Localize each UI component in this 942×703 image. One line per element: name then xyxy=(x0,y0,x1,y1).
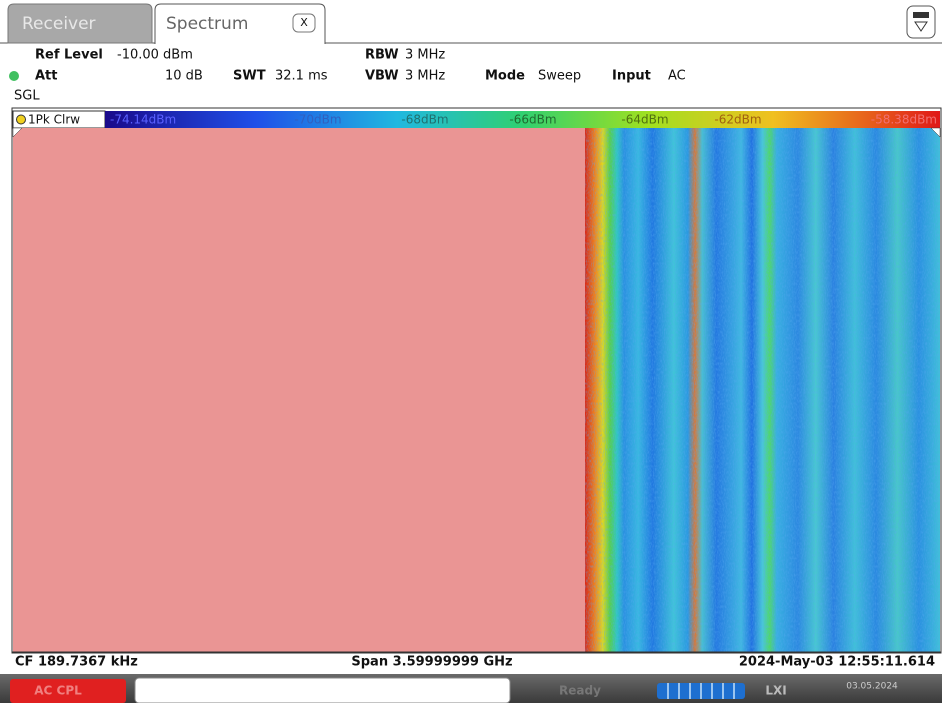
param-label: SWT xyxy=(233,69,266,84)
trace-label: 1Pk Clrw xyxy=(28,113,80,127)
param-label: Input xyxy=(612,69,651,84)
scale-label: -64dBm xyxy=(621,113,668,127)
close-label[interactable]: X xyxy=(300,16,308,29)
timestamp: 2024-May-03 12:55:11.614 xyxy=(739,655,935,670)
scale-label: -66dBm xyxy=(509,113,556,127)
param-label: Ref Level xyxy=(35,48,103,63)
sweep-flag: SGL xyxy=(14,89,40,104)
spectrogram-empty xyxy=(13,128,585,652)
param-label: VBW xyxy=(365,69,399,84)
scale-label: -70dBm xyxy=(294,113,341,127)
scale-label: -74.14dBm xyxy=(110,113,176,127)
center-frequency: CF 189.7367 kHz xyxy=(15,655,138,670)
coupling-label: AC CPL xyxy=(34,684,82,698)
menu-icon xyxy=(913,12,929,18)
scale-label: -58.38dBm xyxy=(871,113,937,127)
param-value: 10 dB xyxy=(165,69,203,84)
span: Span 3.59999999 GHz xyxy=(351,655,512,670)
scale-label: -68dBm xyxy=(401,113,448,127)
status-dot xyxy=(9,71,19,81)
analyzer-screen: Receiver Spectrum X Ref Level -10.00 dBm… xyxy=(0,0,942,703)
param-value: -10.00 dBm xyxy=(117,48,193,63)
param-label: Att xyxy=(35,69,58,84)
tab-label[interactable]: Spectrum xyxy=(166,14,248,34)
param-value: 3 MHz xyxy=(405,69,445,84)
message-box xyxy=(135,678,510,703)
tab-label[interactable]: Receiver xyxy=(22,14,96,34)
lxi-label: LXI xyxy=(765,684,786,698)
status-state: Ready xyxy=(559,684,601,698)
scale-label: -62dBm xyxy=(714,113,761,127)
param-value: Sweep xyxy=(538,69,581,84)
status-date: 03.05.2024 xyxy=(846,682,898,692)
spectrogram-noise xyxy=(585,128,940,652)
param-value: AC xyxy=(668,69,686,84)
param-value: 32.1 ms xyxy=(275,69,328,84)
param-value: 3 MHz xyxy=(405,48,445,63)
trace-marker xyxy=(17,115,26,124)
param-label: Mode xyxy=(485,69,525,84)
param-label: RBW xyxy=(365,48,399,63)
